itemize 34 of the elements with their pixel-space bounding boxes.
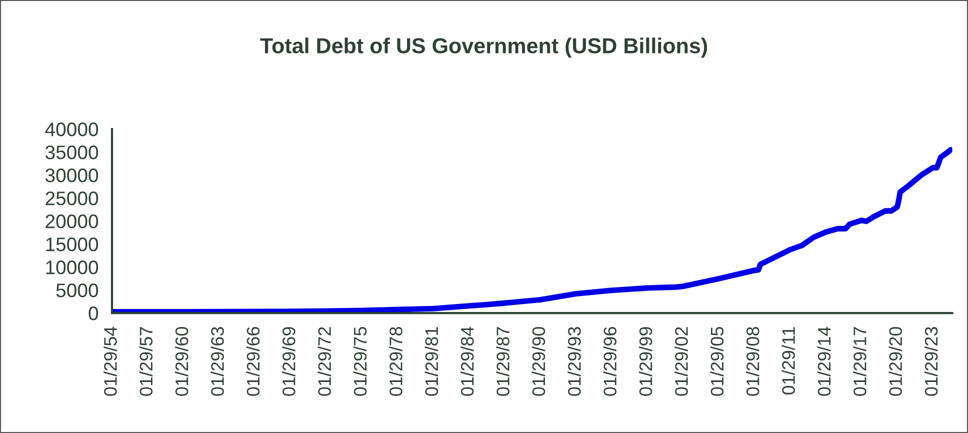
x-tick-label: 01/29/90 xyxy=(532,326,546,396)
y-tick-label: 0 xyxy=(88,306,98,320)
x-tick-label: 01/29/84 xyxy=(460,326,474,396)
y-tick-label: 5000 xyxy=(56,284,98,298)
x-tick-label: 01/29/17 xyxy=(853,327,866,396)
x-tick-label: 01/29/66 xyxy=(246,327,260,396)
y-tick-label: 40000 xyxy=(45,122,98,136)
y-tick-label: 35000 xyxy=(45,146,98,160)
x-tick-label: 01/29/54 xyxy=(104,326,117,396)
x-tick-label: 01/29/08 xyxy=(746,327,760,396)
x-tick-label: 01/29/81 xyxy=(424,327,438,396)
x-tick-label: 01/29/57 xyxy=(139,327,153,396)
y-tick-label: 25000 xyxy=(46,192,98,206)
y-tick-label: 10000 xyxy=(46,260,98,274)
x-tick-label: 01/29/60 xyxy=(174,326,188,396)
x-tick-label: 01/29/05 xyxy=(710,327,724,396)
chart-title: Total Debt of US Government (USD Billions) xyxy=(260,38,707,58)
x-tick-label: 01/29/14 xyxy=(817,326,831,396)
x-tick-label: 01/29/93 xyxy=(568,327,581,396)
x-tick-label: 01/29/63 xyxy=(210,327,224,396)
x-tick-label: 01/29/72 xyxy=(318,327,331,396)
x-tick-label: 01/29/96 xyxy=(603,327,616,396)
y-tick-label: 30000 xyxy=(45,168,98,182)
x-tick-label: 01/29/02 xyxy=(674,327,688,396)
x-tick-label: 01/29/99 xyxy=(638,327,652,396)
x-tick-label: 01/29/23 xyxy=(924,327,938,396)
x-tick-label: 01/29/78 xyxy=(389,327,402,396)
x-tick-label: 01/29/87 xyxy=(496,327,510,396)
x-tick-label: 01/29/69 xyxy=(282,327,296,396)
x-tick-label: 01/29/75 xyxy=(353,327,367,396)
y-tick-label: 20000 xyxy=(46,214,98,228)
y-tick-label: 15000 xyxy=(46,238,98,252)
x-tick-label: 01/29/11 xyxy=(782,327,795,394)
x-tick-label: 01/29/20 xyxy=(888,326,902,396)
